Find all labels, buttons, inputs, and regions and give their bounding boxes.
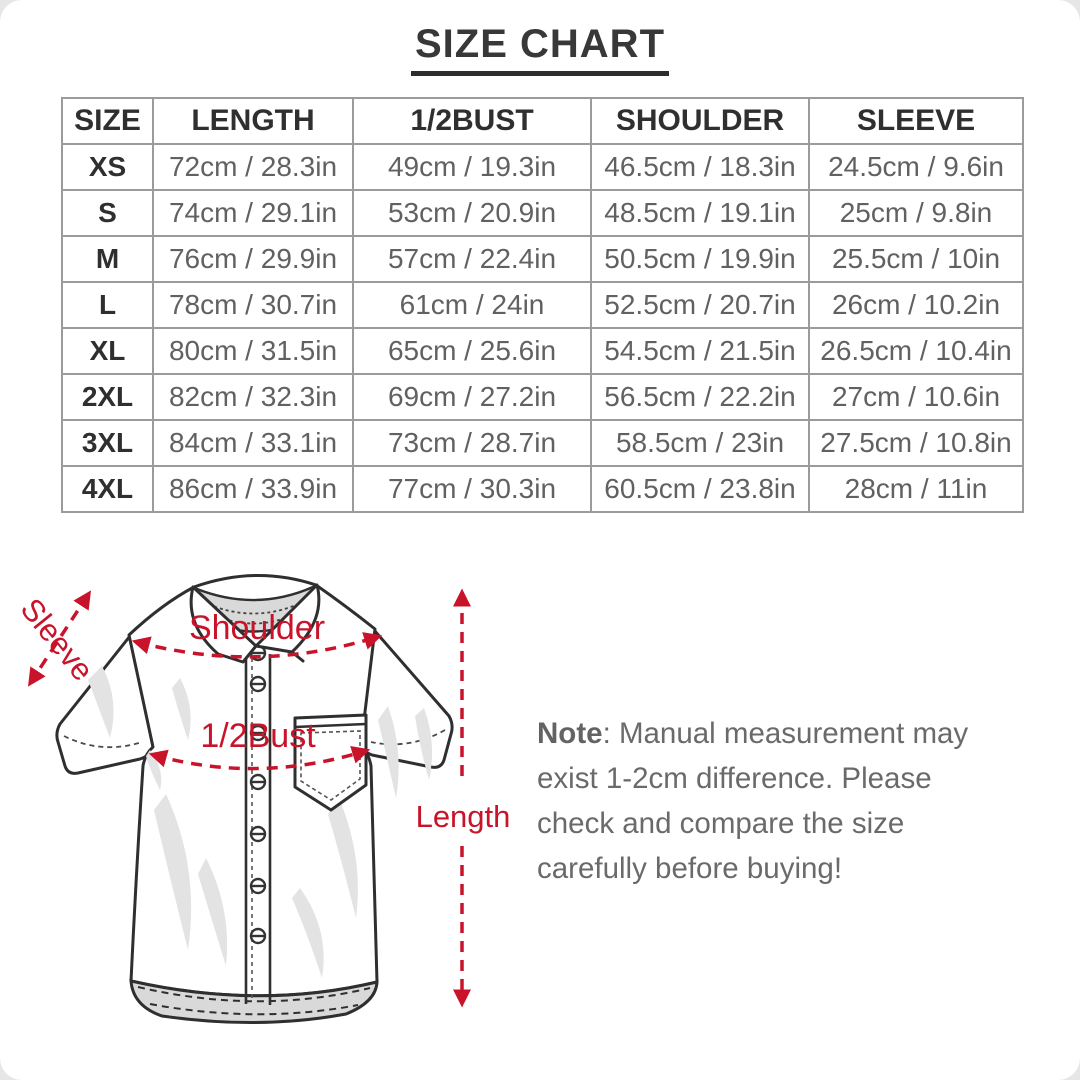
table-row: XS 72cm / 28.3in 49cm / 19.3in 46.5cm / …: [61, 143, 1024, 191]
bust-label: 1/2Bust: [200, 717, 316, 755]
bust-cell: 69cm / 27.2in: [352, 373, 592, 421]
sleeve-cell: 27cm / 10.6in: [808, 373, 1024, 421]
header-shoulder: SHOULDER: [590, 97, 810, 145]
sleeve-cell: 26.5cm / 10.4in: [808, 327, 1024, 375]
table-row: L 78cm / 30.7in 61cm / 24in 52.5cm / 20.…: [61, 281, 1024, 329]
bust-cell: 57cm / 22.4in: [352, 235, 592, 283]
bust-arrow: [148, 746, 371, 771]
note-text: Note: Manual measurement may exist 1-2cm…: [537, 711, 1015, 891]
bust-cell: 73cm / 28.7in: [352, 419, 592, 467]
table-row: 2XL 82cm / 32.3in 69cm / 27.2in 56.5cm /…: [61, 373, 1024, 421]
shoulder-arrow: [131, 632, 383, 659]
note-label: Note: [537, 717, 603, 750]
table-row: 3XL 84cm / 33.1in 73cm / 28.7in 58.5cm /…: [61, 419, 1024, 467]
length-cell: 82cm / 32.3in: [152, 373, 354, 421]
title-wrap: SIZE CHART: [0, 22, 1080, 76]
bust-cell: 53cm / 20.9in: [352, 189, 592, 237]
shoulder-cell: 52.5cm / 20.7in: [590, 281, 810, 329]
shoulder-cell: 56.5cm / 22.2in: [590, 373, 810, 421]
shoulder-label: Shoulder: [188, 609, 326, 647]
shoulder-cell: 60.5cm / 23.8in: [590, 465, 810, 513]
length-cell: 80cm / 31.5in: [152, 327, 354, 375]
header-sleeve: SLEEVE: [808, 97, 1024, 145]
length-cell: 86cm / 33.9in: [152, 465, 354, 513]
sleeve-cell: 25cm / 9.8in: [808, 189, 1024, 237]
table-row: 4XL 86cm / 33.9in 77cm / 30.3in 60.5cm /…: [61, 465, 1024, 513]
size-cell: S: [61, 189, 154, 237]
sleeve-cell: 27.5cm / 10.8in: [808, 419, 1024, 467]
shirt-measurement-diagram-icon: [28, 574, 472, 1024]
size-cell: 4XL: [61, 465, 154, 513]
size-cell: 2XL: [61, 373, 154, 421]
size-table: SIZE LENGTH 1/2BUST SHOULDER SLEEVE XS 7…: [61, 97, 1024, 513]
table-row: S 74cm / 29.1in 53cm / 20.9in 48.5cm / 1…: [61, 189, 1024, 237]
shoulder-cell: 50.5cm / 19.9in: [590, 235, 810, 283]
length-label: Length: [415, 799, 511, 834]
shoulder-cell: 46.5cm / 18.3in: [590, 143, 810, 191]
table-header-row: SIZE LENGTH 1/2BUST SHOULDER SLEEVE: [61, 97, 1024, 145]
length-cell: 84cm / 33.1in: [152, 419, 354, 467]
sleeve-arrow: [28, 590, 91, 687]
bust-cell: 49cm / 19.3in: [352, 143, 592, 191]
bust-cell: 61cm / 24in: [352, 281, 592, 329]
size-cell: XL: [61, 327, 154, 375]
bust-cell: 65cm / 25.6in: [352, 327, 592, 375]
sleeve-cell: 25.5cm / 10in: [808, 235, 1024, 283]
length-cell: 78cm / 30.7in: [152, 281, 354, 329]
length-cell: 72cm / 28.3in: [152, 143, 354, 191]
size-cell: L: [61, 281, 154, 329]
shoulder-cell: 54.5cm / 21.5in: [590, 327, 810, 375]
sleeve-cell: 24.5cm / 9.6in: [808, 143, 1024, 191]
bust-cell: 77cm / 30.3in: [352, 465, 592, 513]
length-cell: 76cm / 29.9in: [152, 235, 354, 283]
header-size: SIZE: [61, 97, 154, 145]
table-row: M 76cm / 29.9in 57cm / 22.4in 50.5cm / 1…: [61, 235, 1024, 283]
sleeve-cell: 28cm / 11in: [808, 465, 1024, 513]
shoulder-cell: 48.5cm / 19.1in: [590, 189, 810, 237]
size-cell: 3XL: [61, 419, 154, 467]
sleeve-cell: 26cm / 10.2in: [808, 281, 1024, 329]
size-cell: M: [61, 235, 154, 283]
shoulder-cell: 58.5cm / 23in: [590, 419, 810, 467]
page-title: SIZE CHART: [411, 22, 669, 76]
measurement-arrows: [28, 588, 472, 1008]
header-bust: 1/2BUST: [352, 97, 592, 145]
size-cell: XS: [61, 143, 154, 191]
length-cell: 74cm / 29.1in: [152, 189, 354, 237]
header-length: LENGTH: [152, 97, 354, 145]
note-body: : Manual measurement may exist 1-2cm dif…: [537, 717, 969, 885]
table-row: XL 80cm / 31.5in 65cm / 25.6in 54.5cm / …: [61, 327, 1024, 375]
